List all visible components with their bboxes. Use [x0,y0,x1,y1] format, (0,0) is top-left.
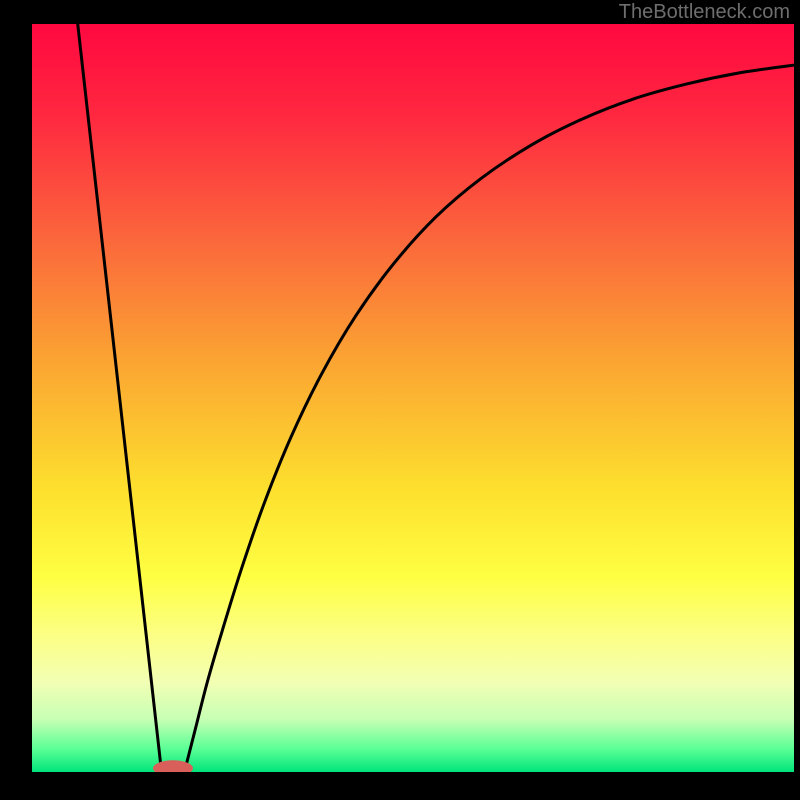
chart-gradient-background [32,24,794,772]
watermark-text: TheBottleneck.com [619,1,790,23]
bottleneck-chart-svg: TheBottleneck.com [0,0,800,800]
chart-container: TheBottleneck.com [0,0,800,800]
